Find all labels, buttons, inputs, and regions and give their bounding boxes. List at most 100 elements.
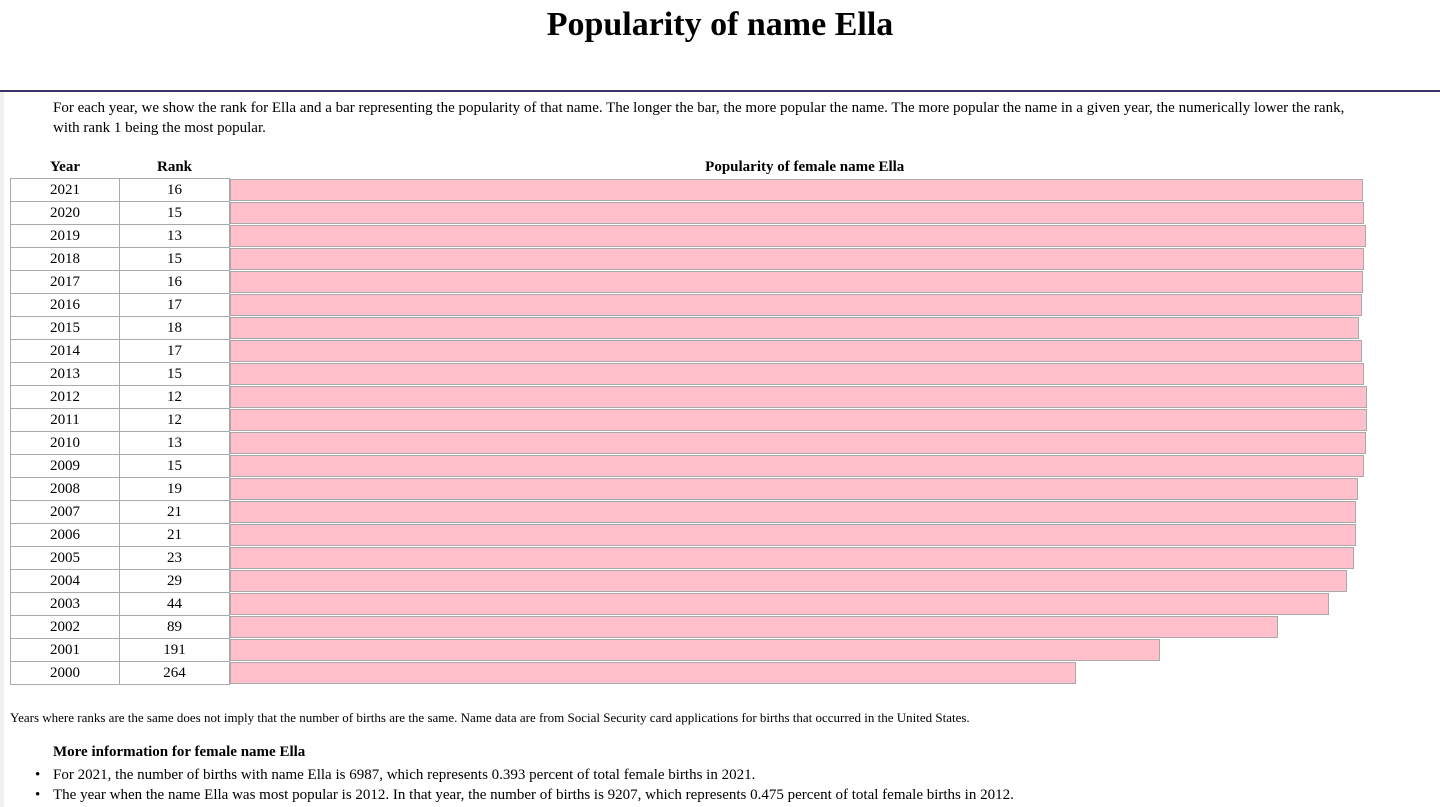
popularity-bar-cell <box>230 317 1381 340</box>
rank-cell: 44 <box>119 592 230 616</box>
rank-cell: 191 <box>119 638 230 662</box>
table-row: 2007 21 <box>10 500 1381 524</box>
rank-cell: 19 <box>119 477 230 501</box>
rank-cell: 17 <box>119 339 230 363</box>
popularity-bar <box>230 248 1364 270</box>
intro-text: For each year, we show the rank for Ella… <box>53 100 1345 136</box>
popularity-bar-cell <box>230 662 1381 685</box>
year-cell: 2017 <box>10 270 120 294</box>
popularity-bar <box>230 363 1364 385</box>
rank-cell: 12 <box>119 385 230 409</box>
year-cell: 2011 <box>10 408 120 432</box>
popularity-bar <box>230 317 1359 339</box>
year-cell: 2008 <box>10 477 120 501</box>
popularity-bar <box>230 271 1363 293</box>
popularity-bar <box>230 547 1354 569</box>
popularity-bar <box>230 225 1366 247</box>
popularity-bar-cell <box>230 570 1381 593</box>
left-gutter <box>0 92 4 807</box>
year-cell: 2015 <box>10 316 120 340</box>
rank-cell: 89 <box>119 615 230 639</box>
popularity-bar-cell <box>230 409 1381 432</box>
popularity-bar <box>230 501 1356 523</box>
popularity-bar-cell <box>230 524 1381 547</box>
more-info-item: For 2021, the number of births with name… <box>35 765 1014 785</box>
year-cell: 2003 <box>10 592 120 616</box>
popularity-bar-cell <box>230 547 1381 570</box>
rank-cell: 21 <box>119 523 230 547</box>
table-row: 2000 264 <box>10 661 1381 685</box>
table-row: 2002 89 <box>10 615 1381 639</box>
rank-cell: 29 <box>119 569 230 593</box>
title-divider <box>0 90 1440 92</box>
popularity-bar <box>230 202 1364 224</box>
popularity-bar-cell <box>230 593 1381 616</box>
rank-cell: 15 <box>119 454 230 478</box>
year-cell: 2005 <box>10 546 120 570</box>
rank-cell: 15 <box>119 247 230 271</box>
header-popularity: Popularity of female name Ella <box>705 158 905 175</box>
popularity-bar-cell <box>230 248 1381 271</box>
page-title: Popularity of name Ella <box>546 6 894 43</box>
rank-cell: 18 <box>119 316 230 340</box>
table-row: 2004 29 <box>10 569 1381 593</box>
rank-cell: 16 <box>119 270 230 294</box>
table-row: 2015 18 <box>10 316 1381 340</box>
popularity-bar-cell <box>230 639 1381 662</box>
footnote: Years where ranks are the same does not … <box>10 710 970 725</box>
rank-cell: 17 <box>119 293 230 317</box>
table-row: 2016 17 <box>10 293 1381 317</box>
table-row: 2005 23 <box>10 546 1381 570</box>
rank-cell: 13 <box>119 431 230 455</box>
popularity-bar-cell <box>230 616 1381 639</box>
table-row: 2014 17 <box>10 339 1381 363</box>
popularity-bar <box>230 524 1356 546</box>
more-info-list: For 2021, the number of births with name… <box>35 765 1014 805</box>
rank-cell: 12 <box>119 408 230 432</box>
table-row: 2021 16 <box>10 178 1381 202</box>
table-row: 2006 21 <box>10 523 1381 547</box>
rank-cell: 16 <box>119 178 230 202</box>
year-cell: 2001 <box>10 638 120 662</box>
year-cell: 2010 <box>10 431 120 455</box>
popularity-bar-cell <box>230 501 1381 524</box>
popularity-bar <box>230 616 1278 638</box>
year-cell: 2018 <box>10 247 120 271</box>
table-row: 2011 12 <box>10 408 1381 432</box>
popularity-bar-cell <box>230 432 1381 455</box>
popularity-bar-cell <box>230 271 1381 294</box>
popularity-bar-cell <box>230 478 1381 501</box>
header-year: Year <box>50 158 80 175</box>
popularity-bar <box>230 639 1160 661</box>
popularity-bar-cell <box>230 340 1381 363</box>
popularity-table: Year Rank Popularity of female name Ella… <box>10 156 1381 685</box>
rank-cell: 23 <box>119 546 230 570</box>
popularity-bar <box>230 340 1362 362</box>
table-row: 2012 12 <box>10 385 1381 409</box>
year-cell: 2000 <box>10 661 120 685</box>
popularity-bar <box>230 478 1358 500</box>
popularity-bar <box>230 455 1364 477</box>
popularity-bar <box>230 432 1366 454</box>
year-cell: 2004 <box>10 569 120 593</box>
popularity-bar <box>230 386 1367 408</box>
year-cell: 2019 <box>10 224 120 248</box>
table-row: 2013 15 <box>10 362 1381 386</box>
table-row: 2020 15 <box>10 201 1381 225</box>
popularity-bar-cell <box>230 225 1381 248</box>
rank-cell: 15 <box>119 362 230 386</box>
popularity-bar-cell <box>230 455 1381 478</box>
table-row: 2010 13 <box>10 431 1381 455</box>
table-row: 2019 13 <box>10 224 1381 248</box>
more-info-item: The year when the name Ella was most pop… <box>35 785 1014 805</box>
table-row: 2018 15 <box>10 247 1381 271</box>
year-cell: 2007 <box>10 500 120 524</box>
rank-cell: 15 <box>119 201 230 225</box>
popularity-bar <box>230 593 1329 615</box>
rank-cell: 264 <box>119 661 230 685</box>
year-cell: 2020 <box>10 201 120 225</box>
popularity-bar <box>230 179 1363 201</box>
popularity-bar-cell <box>230 363 1381 386</box>
header-rank: Rank <box>156 158 193 175</box>
year-cell: 2013 <box>10 362 120 386</box>
